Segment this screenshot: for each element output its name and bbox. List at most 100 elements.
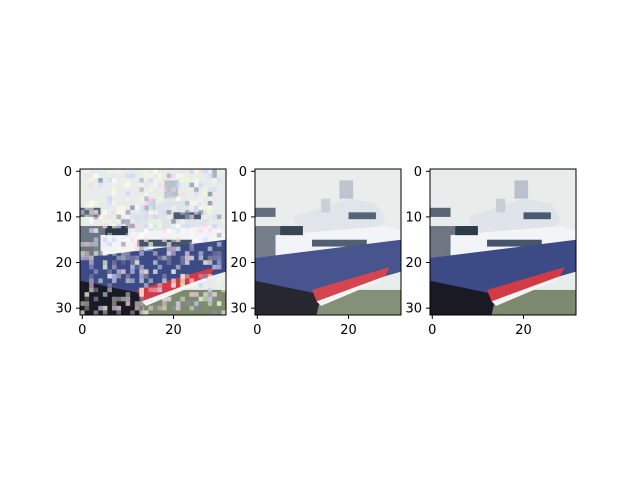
image-noise-pixel xyxy=(185,256,190,261)
image-noise-pixel xyxy=(112,297,117,302)
image-noise-pixel xyxy=(199,206,204,211)
image-noise-pixel xyxy=(126,274,131,279)
image-noise-pixel xyxy=(212,292,217,297)
x-tick-label: 20 xyxy=(340,323,357,338)
image-noise-pixel xyxy=(103,224,108,229)
image-noise-pixel xyxy=(158,174,163,179)
image-noise-pixel xyxy=(121,260,126,265)
image-noise-pixel xyxy=(190,233,195,238)
image-noise-pixel xyxy=(148,224,153,229)
image-noise-pixel xyxy=(107,219,112,224)
image-noise-pixel xyxy=(217,169,222,174)
image-noise-pixel xyxy=(194,306,199,311)
image-noise-pixel xyxy=(94,219,99,224)
image-noise-pixel xyxy=(126,224,131,229)
image-noise-pixel xyxy=(94,237,99,242)
image-noise-pixel xyxy=(135,242,140,247)
image-noise-pixel xyxy=(89,206,94,211)
image-noise-pixel xyxy=(203,215,208,220)
image-noise-pixel xyxy=(126,215,131,220)
image-noise-pixel xyxy=(139,247,144,252)
image-noise-pixel xyxy=(148,210,153,215)
image-noise-pixel xyxy=(153,269,158,274)
image-noise-pixel xyxy=(126,279,131,284)
image-noise-pixel xyxy=(85,256,90,261)
image-display xyxy=(80,169,226,315)
image-noise-pixel xyxy=(162,210,167,215)
image-noise-pixel xyxy=(117,169,122,174)
image-noise-pixel xyxy=(126,251,131,256)
image-noise-pixel xyxy=(139,301,144,306)
image-noise-pixel xyxy=(139,178,144,183)
image-noise-pixel xyxy=(162,237,167,242)
image-noise-pixel xyxy=(212,310,217,315)
image-noise-pixel xyxy=(144,192,149,197)
y-tick-label: 0 xyxy=(414,165,422,180)
image-noise-pixel xyxy=(98,183,103,188)
x-tick-label: 0 xyxy=(78,323,86,338)
image-noise-pixel xyxy=(107,178,112,183)
image-noise-pixel xyxy=(107,196,112,201)
image-noise-pixel xyxy=(85,169,90,174)
image-noise-pixel xyxy=(126,233,131,238)
subplot-2: 0 200102030 xyxy=(230,165,401,338)
image-noise-pixel xyxy=(208,247,213,252)
image-noise-pixel xyxy=(208,206,213,211)
subplot-3: 0 200102030 xyxy=(405,165,576,338)
image-noise-pixel xyxy=(107,233,112,238)
image-noise-pixel xyxy=(121,210,126,215)
image-noise-pixel xyxy=(167,192,172,197)
image-noise-pixel xyxy=(103,260,108,265)
image-noise-pixel xyxy=(167,228,172,233)
image-noise-pixel xyxy=(126,183,131,188)
image-noise-pixel xyxy=(126,196,131,201)
image-noise-pixel xyxy=(148,196,153,201)
image-noise-pixel xyxy=(148,247,153,252)
image-noise-pixel xyxy=(185,274,190,279)
image-noise-pixel xyxy=(89,242,94,247)
image-noise-pixel xyxy=(167,251,172,256)
image-noise-pixel xyxy=(117,256,122,261)
image-display xyxy=(430,169,576,315)
image-noise-pixel xyxy=(121,251,126,256)
image-noise-pixel xyxy=(148,178,153,183)
image-noise-pixel xyxy=(194,183,199,188)
image-noise-pixel xyxy=(85,292,90,297)
image-noise-pixel xyxy=(135,256,140,261)
image-noise-pixel xyxy=(167,196,172,201)
image-noise-pixel xyxy=(98,215,103,220)
image-noise-pixel xyxy=(217,233,222,238)
image-noise-pixel xyxy=(117,247,122,252)
image-noise-pixel xyxy=(112,224,117,229)
image-noise-pixel xyxy=(212,265,217,270)
image-noise-pixel xyxy=(107,215,112,220)
image-noise-pixel xyxy=(167,174,172,179)
image-noise-pixel xyxy=(221,310,226,315)
image-noise-pixel xyxy=(194,237,199,242)
image-noise-pixel xyxy=(171,306,176,311)
image-noise-pixel xyxy=(208,260,213,265)
image-noise-pixel xyxy=(89,219,94,224)
image-noise-pixel xyxy=(94,228,99,233)
image-noise-pixel xyxy=(148,174,153,179)
image-noise-pixel xyxy=(98,251,103,256)
image-noise-pixel xyxy=(144,283,149,288)
image-noise-pixel xyxy=(144,269,149,274)
image-noise-pixel xyxy=(167,210,172,215)
image-noise-pixel xyxy=(135,215,140,220)
image-noise-pixel xyxy=(194,292,199,297)
y-tick-label: 20 xyxy=(55,256,72,271)
image-noise-pixel xyxy=(135,247,140,252)
image-noise-pixel xyxy=(185,301,190,306)
image-noise-pixel xyxy=(194,301,199,306)
image-noise-pixel xyxy=(80,242,85,247)
image-noise-pixel xyxy=(85,306,90,311)
image-noise-pixel xyxy=(144,310,149,315)
image-noise-pixel xyxy=(194,169,199,174)
image-noise-pixel xyxy=(117,210,122,215)
image-noise-pixel xyxy=(194,210,199,215)
image-noise-pixel xyxy=(180,169,185,174)
image-noise-pixel xyxy=(117,274,122,279)
image-noise-pixel xyxy=(162,187,167,192)
image-noise-pixel xyxy=(139,292,144,297)
